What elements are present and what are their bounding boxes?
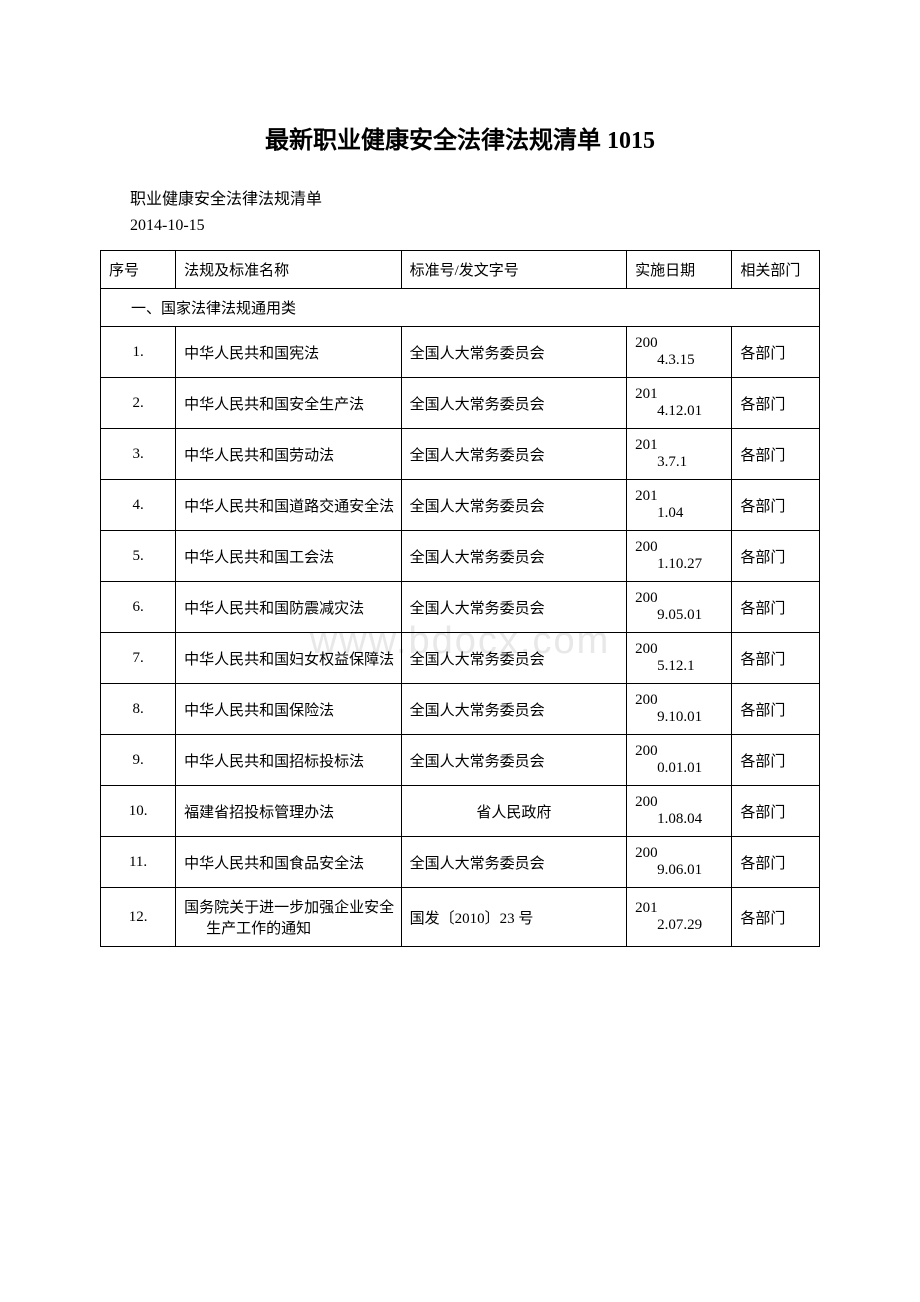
cell-name: 中华人民共和国劳动法 [176,429,401,480]
cell-dept: 各部门 [732,888,820,947]
cell-std: 全国人大常务委员会 [401,684,626,735]
table-row: 1.中华人民共和国宪法全国人大常务委员会2004.3.15各部门 [101,327,820,378]
table-row: 6.中华人民共和国防震减灾法全国人大常务委员会2009.05.01各部门 [101,582,820,633]
header-date: 实施日期 [627,251,732,289]
table-row: 7.中华人民共和国妇女权益保障法全国人大常务委员会2005.12.1各部门 [101,633,820,684]
table-row: 10.福建省招投标管理办法省人民政府2001.08.04各部门 [101,786,820,837]
cell-date: 2000.01.01 [627,735,732,786]
cell-seq: 9. [101,735,176,786]
cell-dept: 各部门 [732,786,820,837]
cell-std: 全国人大常务委员会 [401,327,626,378]
cell-name: 中华人民共和国工会法 [176,531,401,582]
table-row: 4.中华人民共和国道路交通安全法全国人大常务委员会2011.04各部门 [101,480,820,531]
table-row: 3.中华人民共和国劳动法全国人大常务委员会2013.7.1各部门 [101,429,820,480]
cell-seq: 1. [101,327,176,378]
cell-dept: 各部门 [732,837,820,888]
cell-seq: 11. [101,837,176,888]
cell-seq: 12. [101,888,176,947]
cell-date: 2009.06.01 [627,837,732,888]
cell-seq: 3. [101,429,176,480]
cell-date: 2013.7.1 [627,429,732,480]
cell-date: 2001.08.04 [627,786,732,837]
cell-date: 2011.04 [627,480,732,531]
document-date: 2014-10-15 [130,217,820,235]
cell-seq: 2. [101,378,176,429]
table-row: 11.中华人民共和国食品安全法全国人大常务委员会2009.06.01各部门 [101,837,820,888]
table-row: 8.中华人民共和国保险法全国人大常务委员会2009.10.01各部门 [101,684,820,735]
cell-dept: 各部门 [732,633,820,684]
cell-std: 全国人大常务委员会 [401,531,626,582]
cell-dept: 各部门 [732,684,820,735]
header-seq: 序号 [101,251,176,289]
cell-std: 全国人大常务委员会 [401,480,626,531]
cell-name: 福建省招投标管理办法 [176,786,401,837]
cell-name: 中华人民共和国保险法 [176,684,401,735]
cell-name: 中华人民共和国安全生产法 [176,378,401,429]
cell-seq: 10. [101,786,176,837]
cell-name: 国务院关于进一步加强企业安全生产工作的通知 [176,888,401,947]
table-row: 5.中华人民共和国工会法全国人大常务委员会2001.10.27各部门 [101,531,820,582]
header-dept: 相关部门 [732,251,820,289]
cell-dept: 各部门 [732,582,820,633]
regulations-table: 序号 法规及标准名称 标准号/发文字号 实施日期 相关部门 一、国家法律法规通用… [100,250,820,947]
section-title: 一、国家法律法规通用类 [101,289,820,327]
cell-std: 全国人大常务委员会 [401,582,626,633]
cell-dept: 各部门 [732,531,820,582]
cell-name: 中华人民共和国宪法 [176,327,401,378]
cell-seq: 7. [101,633,176,684]
cell-name: 中华人民共和国食品安全法 [176,837,401,888]
cell-name: 中华人民共和国防震减灾法 [176,582,401,633]
cell-seq: 8. [101,684,176,735]
cell-dept: 各部门 [732,735,820,786]
table-row: 2.中华人民共和国安全生产法全国人大常务委员会2014.12.01各部门 [101,378,820,429]
cell-std: 国发〔2010〕23 号 [401,888,626,947]
cell-name: 中华人民共和国道路交通安全法 [176,480,401,531]
cell-seq: 6. [101,582,176,633]
cell-date: 2009.10.01 [627,684,732,735]
cell-name: 中华人民共和国招标投标法 [176,735,401,786]
cell-std: 省人民政府 [401,786,626,837]
cell-std: 全国人大常务委员会 [401,429,626,480]
cell-dept: 各部门 [732,378,820,429]
cell-std: 全国人大常务委员会 [401,378,626,429]
cell-date: 2004.3.15 [627,327,732,378]
cell-name: 中华人民共和国妇女权益保障法 [176,633,401,684]
cell-date: 2014.12.01 [627,378,732,429]
cell-seq: 5. [101,531,176,582]
header-name: 法规及标准名称 [176,251,401,289]
table-row: 12.国务院关于进一步加强企业安全生产工作的通知国发〔2010〕23 号2012… [101,888,820,947]
cell-seq: 4. [101,480,176,531]
cell-date: 2009.05.01 [627,582,732,633]
table-row: 9.中华人民共和国招标投标法全国人大常务委员会2000.01.01各部门 [101,735,820,786]
table-header-row: 序号 法规及标准名称 标准号/发文字号 实施日期 相关部门 [101,251,820,289]
cell-dept: 各部门 [732,429,820,480]
cell-std: 全国人大常务委员会 [401,735,626,786]
cell-dept: 各部门 [732,480,820,531]
cell-dept: 各部门 [732,327,820,378]
section-row: 一、国家法律法规通用类 [101,289,820,327]
cell-std: 全国人大常务委员会 [401,633,626,684]
cell-date: 2005.12.1 [627,633,732,684]
cell-std: 全国人大常务委员会 [401,837,626,888]
header-std: 标准号/发文字号 [401,251,626,289]
cell-date: 2001.10.27 [627,531,732,582]
cell-date: 2012.07.29 [627,888,732,947]
subtitle: 职业健康安全法律法规清单 [130,185,820,209]
page-title: 最新职业健康安全法律法规清单 1015 [100,120,820,155]
